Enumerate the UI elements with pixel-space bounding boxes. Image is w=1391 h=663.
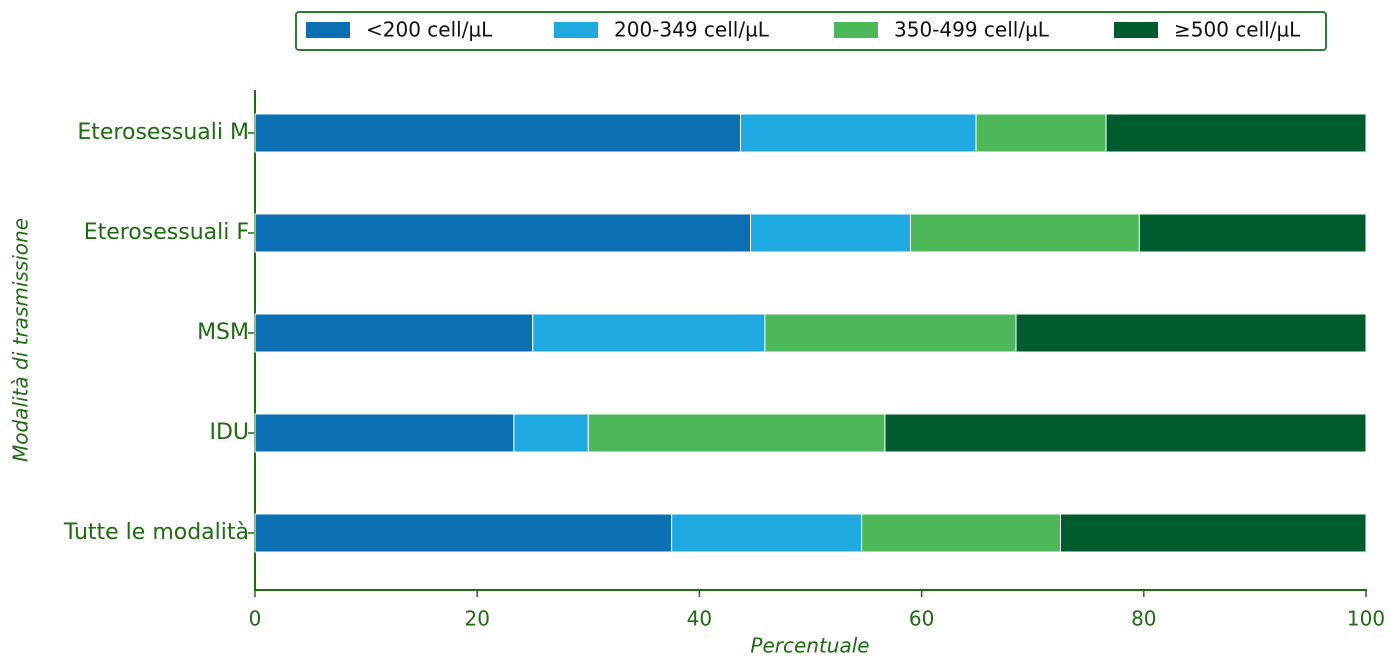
y-tick-label: Eterosessuali F — [84, 220, 249, 245]
legend-swatch — [834, 22, 878, 38]
x-axis-label: Percentuale — [750, 634, 869, 658]
bar-segment — [861, 513, 1061, 553]
legend-box — [295, 11, 1327, 51]
bar-segment — [587, 413, 886, 453]
legend-swatch — [554, 22, 598, 38]
bar-segment — [532, 313, 766, 353]
bar-segment — [254, 313, 534, 353]
legend-label: <200 cell/µL — [366, 18, 493, 42]
x-tick-label: 80 — [1131, 607, 1156, 631]
legend-swatch — [1114, 22, 1158, 38]
bar-segment — [254, 513, 673, 553]
bar-segment — [671, 513, 863, 553]
legend-swatch — [306, 22, 350, 38]
bar-segment — [884, 413, 1367, 453]
bar-segment — [513, 413, 589, 453]
bar-segment — [1138, 213, 1367, 253]
legend-label: 200-349 cell/µL — [614, 18, 770, 42]
legend-label: ≥500 cell/µL — [1174, 18, 1301, 42]
x-tick-label: 40 — [687, 607, 712, 631]
y-tick-label: Tutte le modalità — [63, 520, 249, 545]
x-tick-label: 20 — [464, 607, 489, 631]
bar-segment — [975, 113, 1107, 153]
y-axis-label: Modalità di trasmissione — [9, 218, 33, 462]
legend-label: 350-499 cell/µL — [894, 18, 1050, 42]
bar-segment — [254, 213, 752, 253]
y-tick-label: Eterosessuali M — [77, 120, 249, 145]
x-tick-label: 100 — [1347, 607, 1385, 631]
bar-segment — [764, 313, 1017, 353]
bar-segment — [1059, 513, 1367, 553]
y-tick-label: IDU — [209, 420, 249, 445]
bar-segment — [740, 113, 977, 153]
bar-segment — [254, 113, 742, 153]
x-tick-label: 0 — [249, 607, 262, 631]
x-tick-label: 60 — [909, 607, 934, 631]
bar-segment — [1105, 113, 1367, 153]
bar-segment — [909, 213, 1140, 253]
bar-segment — [254, 413, 515, 453]
bar-segment — [1015, 313, 1367, 353]
y-tick-label: MSM — [197, 320, 249, 345]
bar-segment — [750, 213, 911, 253]
